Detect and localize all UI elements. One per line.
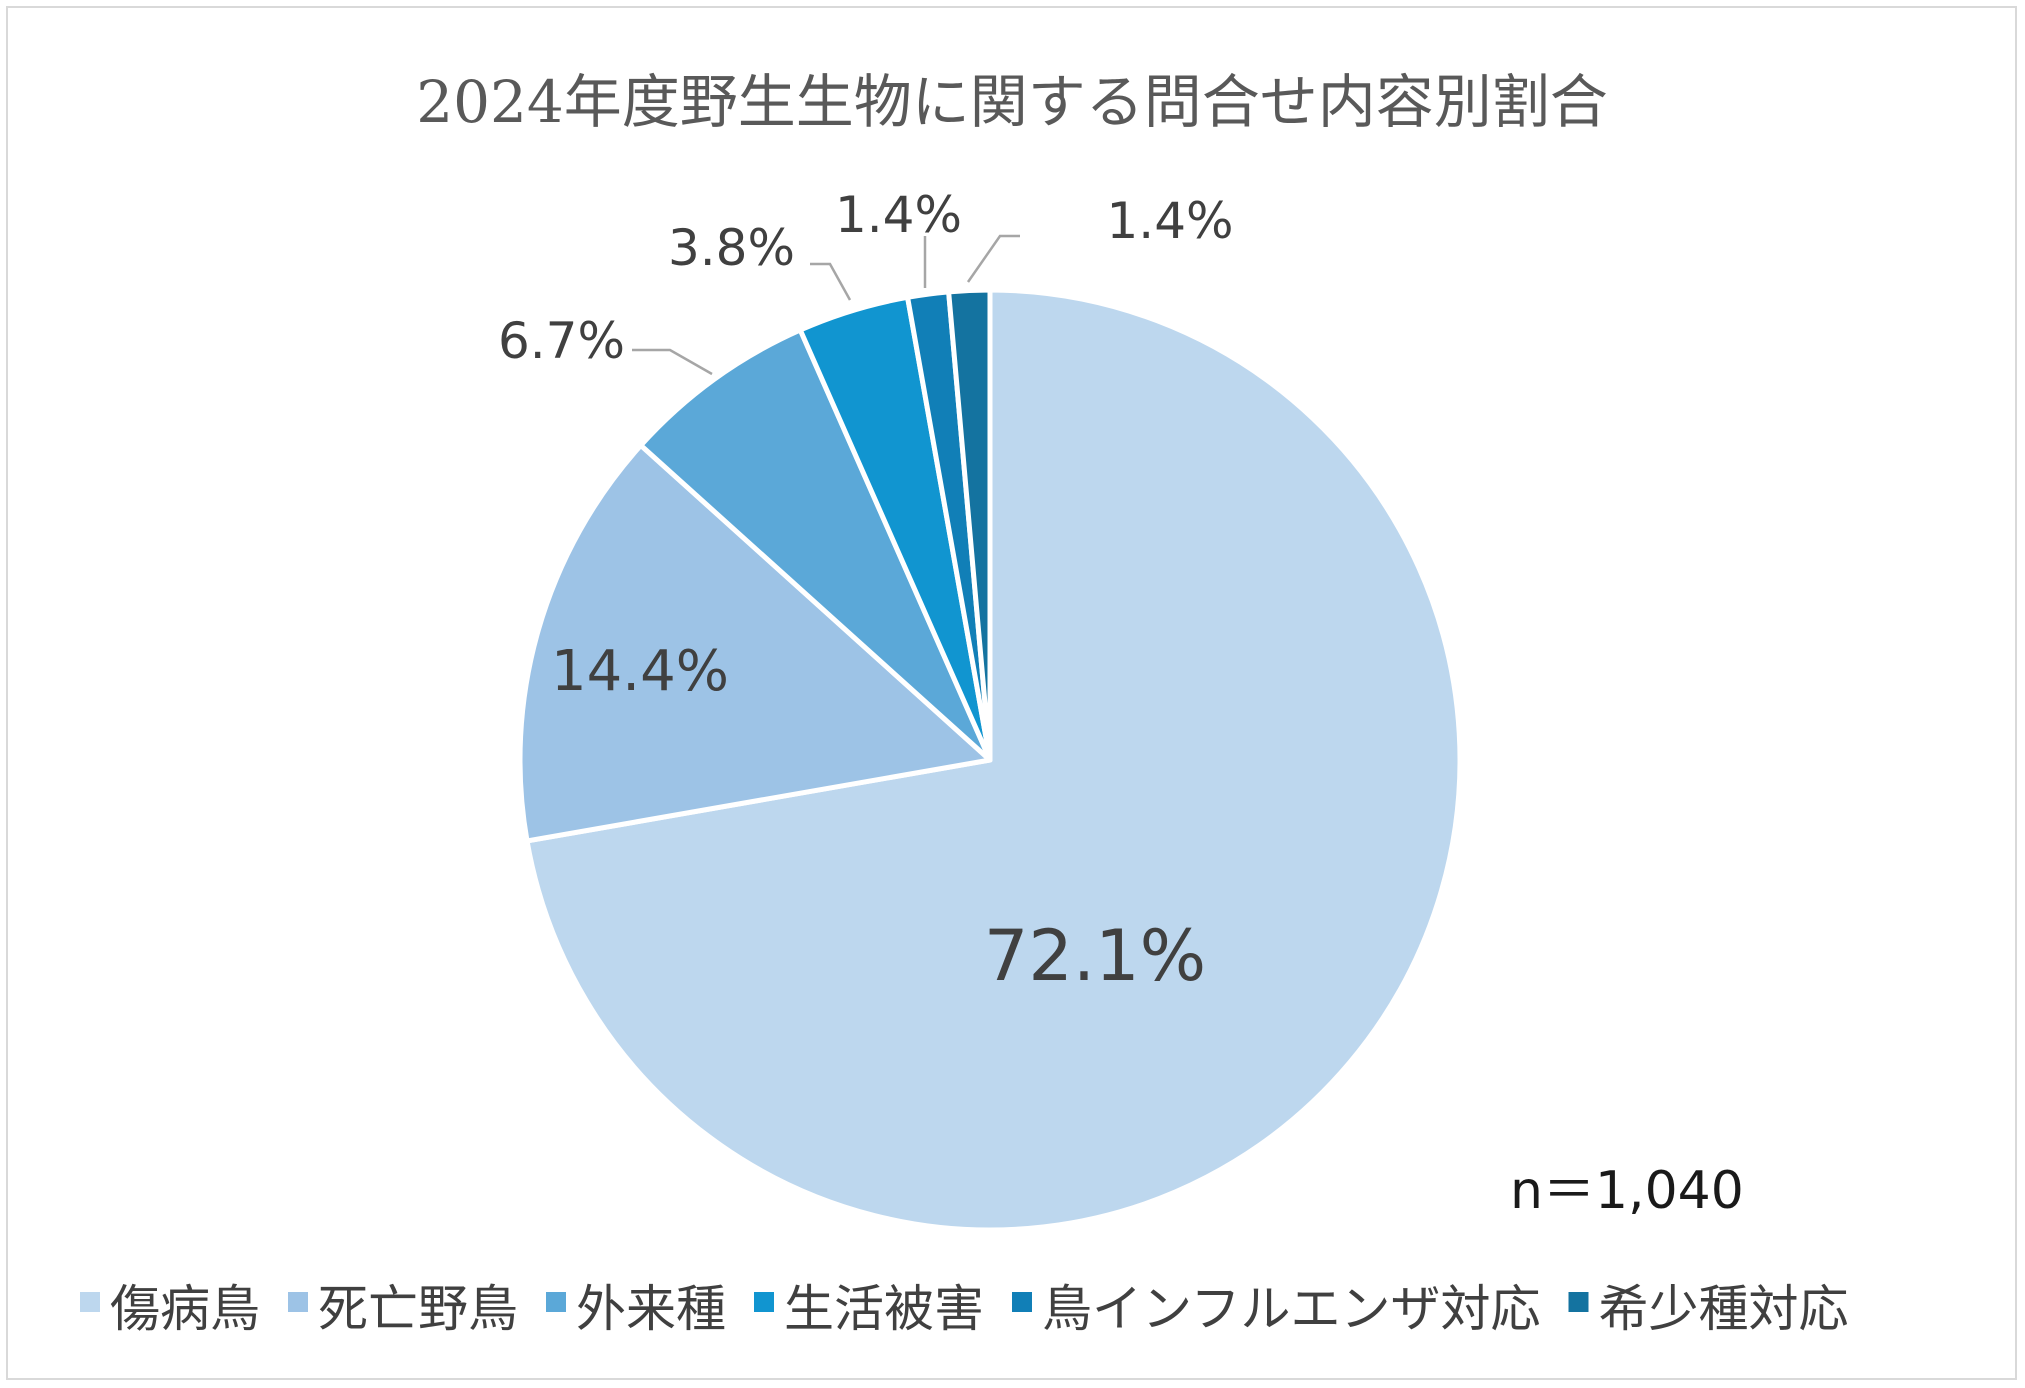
legend-label-4: 生活被害 [784,1280,984,1338]
leader-line-6 [966,234,1020,283]
legend-swatch-4 [754,1292,774,1312]
legend-label-1: 傷病鳥 [110,1280,260,1338]
data-label-5: 1.4% [835,186,962,244]
sample-size-note: n＝1,040 [1510,1161,1744,1221]
pie-slice-2 [517,442,993,844]
legend-label-2: 死亡野鳥 [318,1280,518,1338]
legend-label-6: 希少種対応 [1599,1280,1849,1338]
pie-slice-6 [946,287,993,763]
data-label-1: 72.1% [984,915,1206,997]
data-label-4: 3.8% [668,219,795,277]
data-label-2: 14.4% [551,639,729,704]
legend-swatch-2 [288,1292,308,1312]
pie-slice-3 [638,327,993,763]
legend-swatch-6 [1568,1292,1589,1312]
legend-label-3: 外来種 [576,1280,726,1338]
pie-slices [517,287,1463,1233]
leader-line-4 [810,262,852,301]
leader-line-3 [632,348,713,376]
legend: 傷病鳥 死亡野鳥 外来種 生活被害 鳥インフルエンザ対応 希少種対応 [80,1280,1849,1338]
legend-swatch-5 [1012,1292,1032,1312]
pie-slice-1 [524,287,1463,1233]
chart-title: 2024年度野生生物に関する問合せ内容別割合 [416,68,1608,136]
legend-label-5: 鳥インフルエンザ対応 [1042,1280,1541,1338]
data-label-3: 6.7% [498,312,625,370]
legend-swatch-1 [80,1292,100,1312]
leader-lines [632,234,1020,376]
data-labels: 72.1% 14.4% 6.7% 3.8% 1.4% 1.4% [498,186,1234,997]
legend-swatch-3 [546,1292,566,1312]
data-label-6: 1.4% [1106,192,1233,250]
